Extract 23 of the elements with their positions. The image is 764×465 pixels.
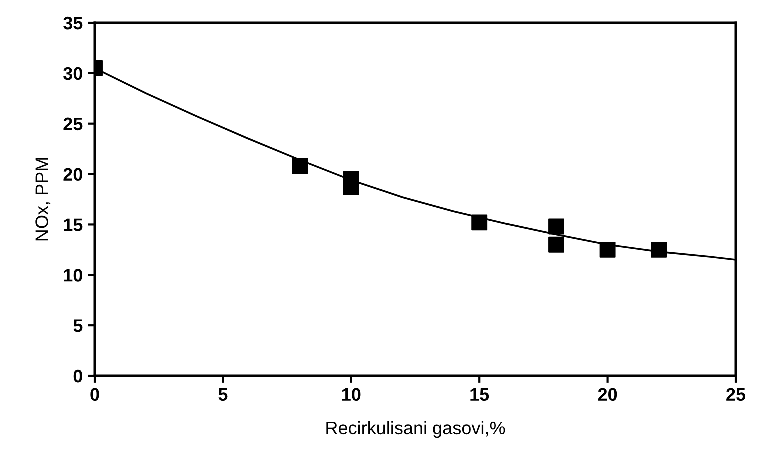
point — [548, 236, 564, 253]
x-tick-label: 25 — [726, 388, 746, 402]
point — [472, 214, 488, 231]
y-tick-label: 0 — [74, 370, 82, 383]
point — [292, 158, 308, 174]
y-tick-label: 15 — [64, 218, 83, 232]
y-axis-title: NOx, PPM — [36, 158, 51, 241]
y-tick-label: 30 — [64, 67, 82, 80]
y-tick-label: 35 — [64, 16, 83, 30]
y-tick-label: 5 — [74, 320, 83, 332]
y-tick-label: 10 — [64, 269, 82, 282]
x-axis-title: Recirkulisani gasovi,% — [326, 421, 506, 438]
point — [600, 242, 616, 258]
x-tick-label: 10 — [342, 388, 361, 402]
x-tick-label: 0 — [90, 388, 100, 402]
x-tick-label: 5 — [218, 388, 228, 402]
y-tick-label: 25 — [64, 118, 83, 131]
y-tick-label: 20 — [64, 168, 82, 182]
point — [651, 242, 668, 258]
point — [343, 179, 360, 196]
point — [548, 218, 564, 235]
x-tick-label: 15 — [470, 388, 490, 402]
x-tick-label: 20 — [598, 388, 618, 402]
